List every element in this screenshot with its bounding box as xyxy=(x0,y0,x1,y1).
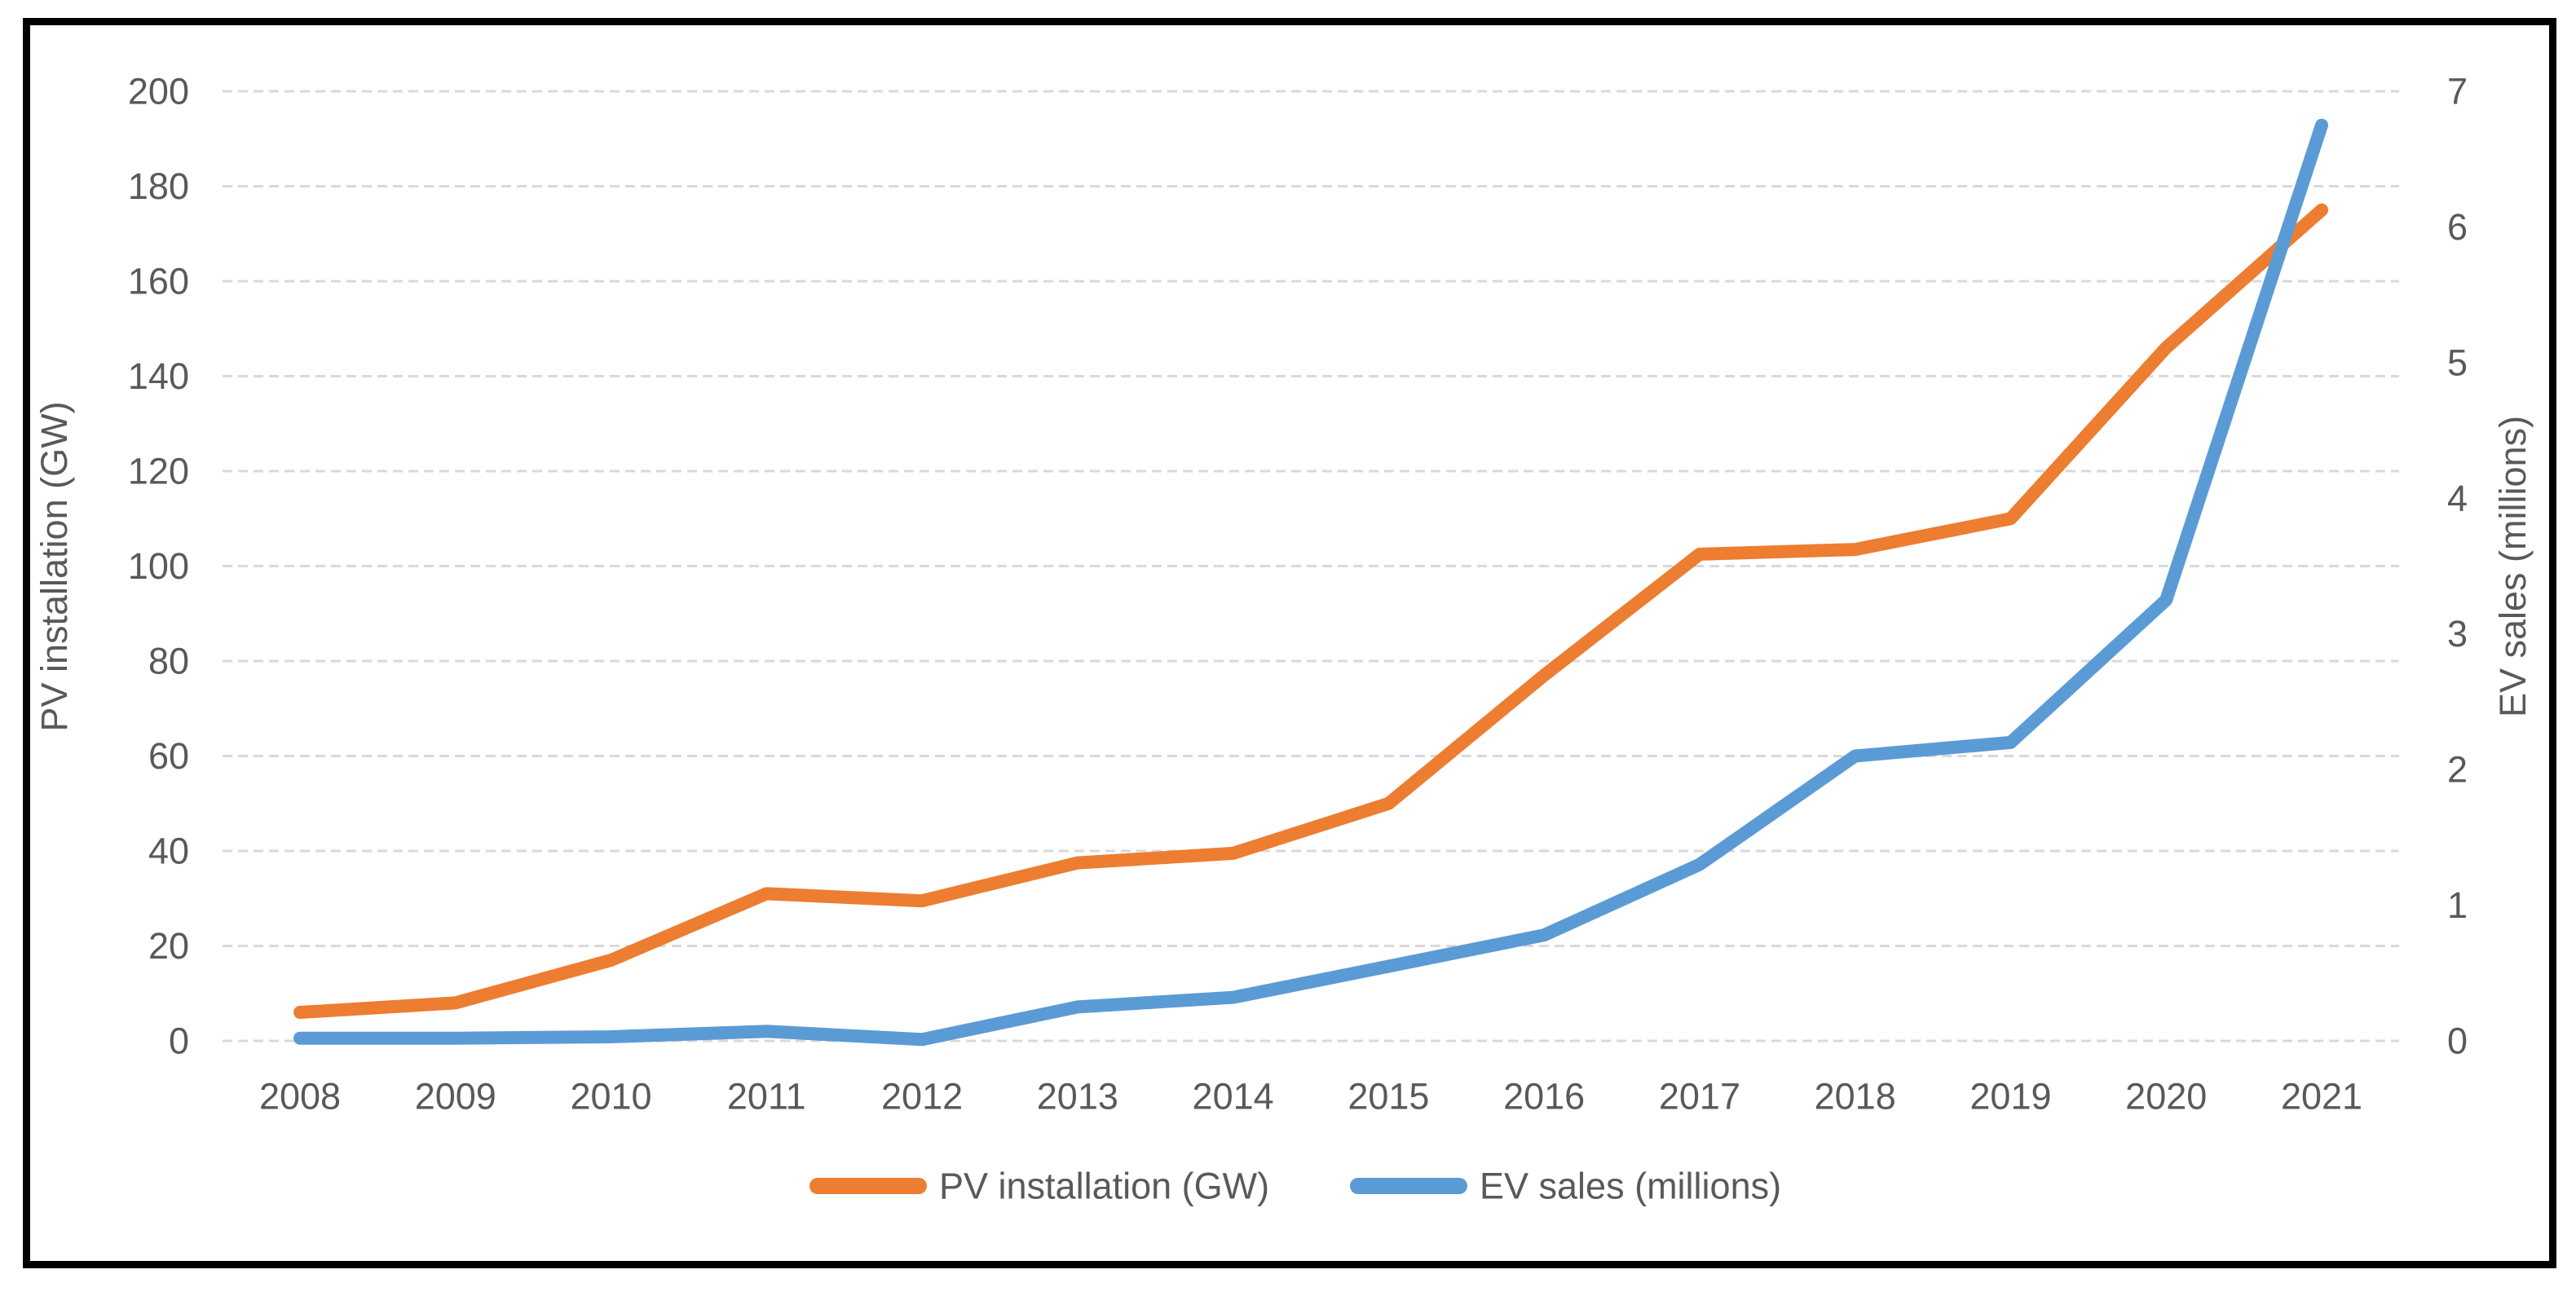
series-lines xyxy=(293,118,2328,1047)
left-tick-label: 200 xyxy=(128,71,189,112)
right-tick-label: 1 xyxy=(2447,884,2468,926)
left-tick-label: 0 xyxy=(169,1020,189,1062)
chart-frame xyxy=(23,18,2556,1268)
right-tick-label: 0 xyxy=(2447,1020,2468,1062)
x-axis-label: 2008 xyxy=(259,1076,341,1117)
right-tick-label: 4 xyxy=(2447,478,2468,519)
x-axis-label: 2010 xyxy=(570,1076,651,1117)
left-tick-label: 80 xyxy=(148,641,189,682)
ev-series-line xyxy=(293,118,2328,1047)
left-tick-label: 180 xyxy=(128,165,189,207)
x-axis-label: 2015 xyxy=(1348,1076,1429,1117)
x-axis-label: 2018 xyxy=(1815,1076,1896,1117)
left-axis-ticks: 0 20 40 60 80 100 120 140 160 180 200 xyxy=(128,71,189,1062)
gridlines xyxy=(223,90,2399,1043)
x-axis-labels: 2008 2009 2010 2011 2012 2013 2014 2015 2016 2017… xyxy=(259,1076,2362,1117)
left-tick-label: 20 xyxy=(148,925,189,967)
x-axis-label: 2014 xyxy=(1193,1076,1274,1117)
pv-series-line xyxy=(293,203,2328,1019)
pv-legend-label: PV installation (GW) xyxy=(939,1166,1269,1207)
x-axis-label: 2016 xyxy=(1503,1076,1585,1117)
legend-item-pv: PV installation (GW) xyxy=(809,1166,1269,1207)
left-tick-label: 100 xyxy=(128,545,189,587)
left-tick-label: 60 xyxy=(148,735,189,777)
x-axis-label: 2021 xyxy=(2281,1076,2362,1117)
x-axis-label: 2012 xyxy=(881,1076,963,1117)
x-axis-label: 2013 xyxy=(1037,1076,1118,1117)
left-tick-label: 120 xyxy=(128,451,189,492)
left-axis-title: PV installation (GW) xyxy=(33,401,75,731)
x-axis-label: 2017 xyxy=(1659,1076,1740,1117)
ev-legend-label: EV sales (millions) xyxy=(1480,1166,1781,1207)
right-tick-label: 3 xyxy=(2447,613,2468,655)
right-tick-label: 6 xyxy=(2447,206,2468,248)
left-tick-label: 40 xyxy=(148,831,189,872)
legend: PV installation (GW) EV sales (millions) xyxy=(809,1166,1781,1207)
x-axis-label: 2011 xyxy=(727,1076,806,1117)
right-tick-label: 2 xyxy=(2447,749,2468,791)
x-axis-label: 2020 xyxy=(2125,1076,2207,1117)
legend-item-ev: EV sales (millions) xyxy=(1350,1166,1781,1207)
x-axis-label: 2009 xyxy=(415,1076,496,1117)
left-tick-label: 160 xyxy=(128,261,189,302)
right-tick-label: 7 xyxy=(2447,71,2468,112)
right-tick-label: 5 xyxy=(2447,342,2468,383)
right-axis-title: EV sales (millions) xyxy=(2492,416,2534,717)
left-tick-label: 140 xyxy=(128,355,189,397)
x-axis-label: 2019 xyxy=(1969,1076,2051,1117)
right-axis-ticks: 0 1 2 3 4 5 6 7 xyxy=(2447,71,2468,1062)
